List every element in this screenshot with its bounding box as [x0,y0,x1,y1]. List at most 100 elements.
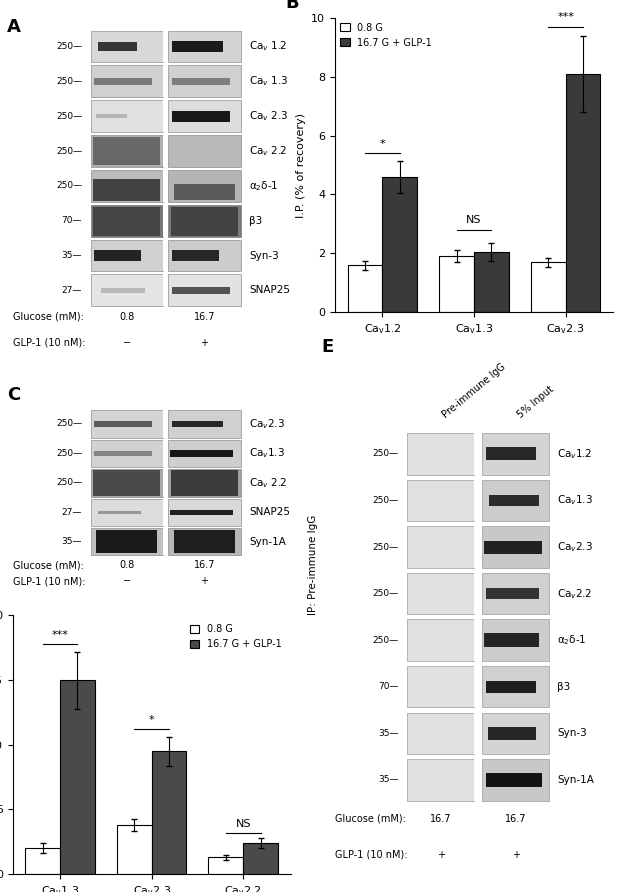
Bar [96,530,157,553]
Bar [94,78,152,85]
Text: +: + [200,338,209,348]
Bar [174,184,235,200]
Text: Ca$_v$ 2.2: Ca$_v$ 2.2 [249,476,288,490]
Bar [172,111,230,122]
Bar [407,480,474,521]
Text: SNAP25: SNAP25 [249,508,290,517]
Text: 5% Input: 5% Input [516,384,556,420]
Text: E: E [321,337,333,356]
Bar [168,30,241,62]
Bar [485,681,536,693]
Bar [482,759,549,801]
Bar [482,434,549,475]
Text: ***: *** [52,630,68,640]
Text: C: C [7,385,20,404]
Bar [60,680,95,874]
Text: 250—: 250— [56,77,82,86]
Bar [163,205,168,236]
Bar [168,528,241,556]
Bar [474,526,482,568]
Text: α$_2$δ-1: α$_2$δ-1 [557,633,587,647]
Bar [474,713,482,754]
Text: 16.7: 16.7 [505,814,526,823]
Bar [25,848,60,874]
Bar [174,530,235,553]
Bar [90,410,163,438]
Bar [407,759,474,801]
Bar [90,440,163,467]
Bar [168,100,241,132]
Text: 250—: 250— [56,449,82,458]
Bar [90,30,163,62]
Text: −: − [123,576,131,586]
Text: Ca$_v$2.3: Ca$_v$2.3 [557,541,593,554]
Bar [439,256,474,312]
Bar [163,170,168,202]
Text: 27—: 27— [62,508,82,516]
Text: IP: Pre-immune IgG: IP: Pre-immune IgG [308,515,318,615]
Bar [168,65,241,97]
Bar [94,421,152,427]
Bar [168,410,241,438]
Legend: 0.8 G, 16.7 G + GLP-1: 0.8 G, 16.7 G + GLP-1 [186,620,286,653]
Bar [474,480,482,521]
Bar [98,510,141,514]
Y-axis label: I.P. (% of recovery): I.P. (% of recovery) [296,112,306,218]
Text: 16.7: 16.7 [430,814,451,823]
Bar [170,509,233,515]
Text: 0.8: 0.8 [119,311,134,321]
Bar [482,666,549,707]
Text: β3: β3 [249,216,262,226]
Bar [485,772,542,787]
Text: +: + [512,850,520,860]
Bar [172,41,222,52]
Bar [90,135,163,167]
Text: 35—: 35— [62,251,82,260]
Text: 70—: 70— [62,216,82,225]
Bar [94,470,160,496]
Bar [243,843,278,874]
Bar [168,275,241,306]
Text: +: + [200,576,209,586]
Bar [407,666,474,707]
Text: Ca$_v$1.3: Ca$_v$1.3 [557,493,593,508]
Bar [474,434,482,475]
Text: NS: NS [466,215,482,226]
Bar [407,434,474,475]
Text: 250—: 250— [56,181,82,190]
Bar [163,30,168,62]
Bar [163,410,168,438]
Bar [171,470,238,496]
Bar [474,619,482,661]
Bar [90,275,163,306]
Text: Syn-1A: Syn-1A [557,775,594,785]
Bar [485,588,539,599]
Text: Ca$_v$2.3: Ca$_v$2.3 [249,417,285,431]
Bar [90,528,163,556]
Bar [168,440,241,467]
Text: B: B [285,0,298,12]
Text: 35—: 35— [379,729,399,738]
Text: 35—: 35— [62,537,82,546]
Bar [168,240,241,271]
Bar [90,469,163,497]
Bar [407,713,474,754]
Bar [407,619,474,661]
Bar [90,65,163,97]
Text: 250—: 250— [373,589,399,599]
Bar [485,448,536,460]
Bar [172,250,219,261]
Bar [483,633,539,647]
Bar [101,288,145,293]
Text: Glucose (mM):: Glucose (mM): [335,814,406,823]
Text: Ca$_v$1.3: Ca$_v$1.3 [249,447,285,460]
Bar [90,499,163,526]
Text: Ca$_v$ 1.3: Ca$_v$ 1.3 [249,74,288,88]
Bar [94,207,160,235]
Text: Ca$_v$2.2: Ca$_v$2.2 [557,587,593,600]
Bar [163,135,168,167]
Bar [90,205,163,236]
Bar [168,469,241,497]
Bar [172,78,230,85]
Bar [171,207,238,235]
